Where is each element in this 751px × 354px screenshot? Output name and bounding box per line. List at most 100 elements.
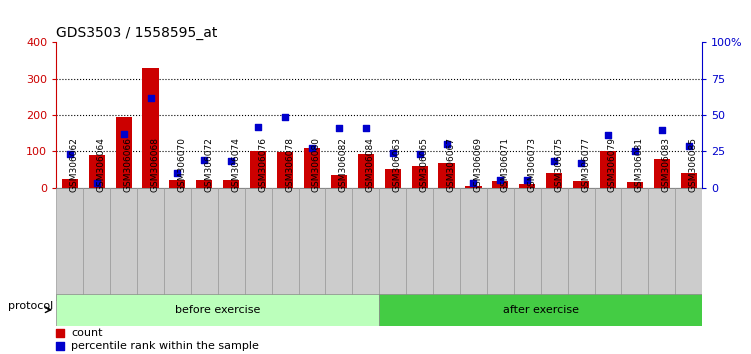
- Text: GSM306068: GSM306068: [150, 137, 159, 192]
- Bar: [406, 188, 433, 301]
- Point: [629, 149, 641, 154]
- Point: [279, 114, 291, 119]
- Point: [602, 132, 614, 138]
- Bar: [164, 188, 191, 301]
- Bar: [460, 188, 487, 301]
- Point: [144, 95, 156, 101]
- Text: GSM306071: GSM306071: [500, 137, 509, 192]
- Text: GSM306083: GSM306083: [662, 137, 671, 192]
- Text: protocol: protocol: [8, 301, 54, 311]
- Bar: [412, 166, 428, 188]
- Point: [521, 178, 533, 183]
- Bar: [277, 152, 293, 188]
- Bar: [514, 188, 541, 301]
- Text: GSM306063: GSM306063: [393, 137, 402, 192]
- Bar: [352, 188, 379, 301]
- Text: GSM306073: GSM306073: [527, 137, 536, 192]
- Text: before exercise: before exercise: [175, 305, 261, 315]
- Text: count: count: [71, 328, 103, 338]
- Text: GSM306075: GSM306075: [554, 137, 563, 192]
- Bar: [196, 179, 213, 188]
- Bar: [439, 163, 454, 188]
- Bar: [466, 186, 481, 188]
- Bar: [299, 188, 325, 301]
- Point: [441, 141, 453, 147]
- Point: [91, 181, 103, 186]
- Point: [272, 290, 284, 296]
- Text: GSM306082: GSM306082: [339, 137, 348, 192]
- Point: [306, 145, 318, 151]
- Bar: [379, 188, 406, 301]
- Text: GSM306076: GSM306076: [258, 137, 267, 192]
- Point: [387, 150, 399, 156]
- Text: GSM306074: GSM306074: [231, 137, 240, 192]
- Text: GSM306084: GSM306084: [366, 137, 375, 192]
- Point: [494, 178, 506, 183]
- Bar: [568, 188, 595, 301]
- Point: [360, 125, 372, 131]
- Text: GSM306067: GSM306067: [447, 137, 456, 192]
- Bar: [487, 188, 514, 301]
- Point: [333, 125, 345, 131]
- Text: GDS3503 / 1558595_at: GDS3503 / 1558595_at: [56, 26, 218, 40]
- Bar: [325, 188, 352, 301]
- Bar: [191, 188, 218, 301]
- Point: [198, 157, 210, 163]
- Text: after exercise: after exercise: [502, 305, 579, 315]
- Bar: [304, 148, 320, 188]
- Bar: [56, 188, 83, 301]
- Bar: [680, 173, 697, 188]
- Bar: [653, 159, 670, 188]
- Bar: [218, 188, 245, 301]
- Point: [467, 181, 479, 186]
- Bar: [110, 188, 137, 301]
- Text: GSM306070: GSM306070: [177, 137, 186, 192]
- Point: [272, 178, 284, 183]
- Bar: [223, 179, 240, 188]
- Text: GSM306062: GSM306062: [70, 137, 79, 192]
- Text: GSM306069: GSM306069: [473, 137, 482, 192]
- Text: GSM306072: GSM306072: [204, 137, 213, 192]
- Bar: [245, 188, 272, 301]
- Bar: [622, 188, 648, 301]
- Bar: [433, 188, 460, 301]
- Point: [656, 127, 668, 132]
- Text: GSM306085: GSM306085: [689, 137, 698, 192]
- Bar: [137, 188, 164, 301]
- Bar: [600, 152, 616, 188]
- Bar: [89, 155, 105, 188]
- Text: GSM306065: GSM306065: [420, 137, 429, 192]
- Point: [414, 152, 426, 157]
- Bar: [357, 154, 374, 188]
- Bar: [379, 294, 702, 326]
- Bar: [573, 181, 589, 188]
- Bar: [330, 175, 347, 188]
- Point: [64, 152, 76, 157]
- Bar: [116, 117, 131, 188]
- Bar: [250, 152, 266, 188]
- Bar: [62, 178, 78, 188]
- Bar: [546, 173, 562, 188]
- Bar: [648, 188, 675, 301]
- Bar: [83, 188, 110, 301]
- Bar: [272, 188, 299, 301]
- Text: GSM306079: GSM306079: [608, 137, 617, 192]
- Point: [225, 159, 237, 164]
- Bar: [493, 181, 508, 188]
- Text: percentile rank within the sample: percentile rank within the sample: [71, 341, 259, 350]
- Text: GSM306077: GSM306077: [581, 137, 590, 192]
- Bar: [627, 182, 643, 188]
- Bar: [56, 294, 379, 326]
- Text: GSM306066: GSM306066: [124, 137, 133, 192]
- Point: [118, 131, 130, 137]
- Point: [575, 160, 587, 166]
- Point: [171, 170, 183, 176]
- Point: [252, 124, 264, 130]
- Bar: [519, 184, 535, 188]
- Bar: [170, 181, 185, 188]
- Bar: [541, 188, 568, 301]
- Point: [548, 159, 560, 164]
- Text: GSM306078: GSM306078: [285, 137, 294, 192]
- Bar: [675, 188, 702, 301]
- Bar: [143, 68, 158, 188]
